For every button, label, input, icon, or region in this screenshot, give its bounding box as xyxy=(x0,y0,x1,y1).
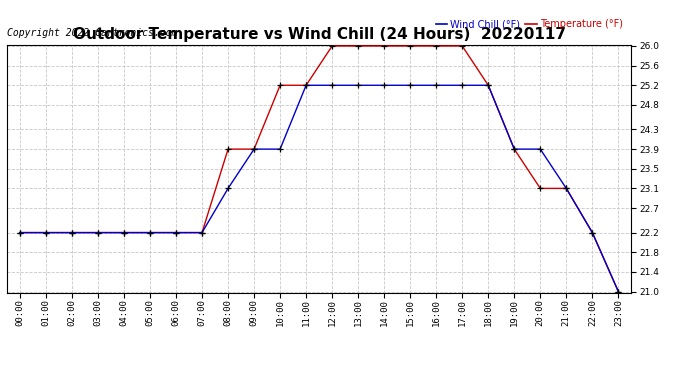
Text: Copyright 2022 Cartronics.com: Copyright 2022 Cartronics.com xyxy=(7,28,177,38)
Title: Outdoor Temperature vs Wind Chill (24 Hours)  20220117: Outdoor Temperature vs Wind Chill (24 Ho… xyxy=(72,27,566,42)
Legend: Wind Chill (°F), Temperature (°F): Wind Chill (°F), Temperature (°F) xyxy=(432,15,627,33)
